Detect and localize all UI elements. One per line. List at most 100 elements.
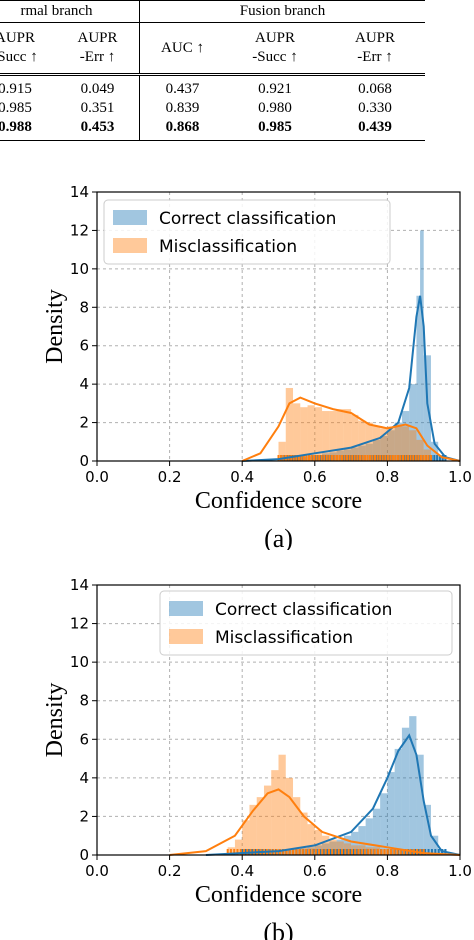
misclass-histogram-bar	[242, 820, 250, 855]
legend-box	[159, 590, 453, 656]
misclass-histogram-bar	[307, 405, 315, 461]
table-cell: 0.068	[325, 73, 425, 99]
misclass-histogram-bar	[336, 841, 344, 855]
misclass-histogram-bar	[365, 847, 373, 855]
table-cell: 0.988	[0, 118, 56, 141]
x-tick-label: 1.0	[448, 468, 472, 486]
group-header-fusion: Fusion branch	[139, 0, 425, 23]
legend-label: Misclassification	[215, 628, 353, 648]
correct-histogram-bar	[329, 452, 337, 461]
correct-histogram-bar	[380, 793, 388, 855]
group-header-normal: rmal branch	[0, 0, 140, 23]
correct-histogram-bar	[351, 831, 359, 855]
correct-histogram-bar	[365, 818, 373, 855]
misclass-histogram-bar	[293, 797, 301, 855]
x-axis-label: Confidence score	[195, 488, 362, 514]
misclass-histogram-bar	[372, 426, 381, 461]
misclass-histogram-bar	[271, 770, 279, 855]
x-tick-label: 0.4	[230, 862, 254, 880]
misclass-histogram-bar	[278, 754, 286, 855]
misclass-kde-line	[241, 396, 461, 462]
table-cell: 0.437	[139, 73, 225, 99]
y-axis-label: Density	[42, 289, 68, 364]
table-row: 0.985 0.351 0.839 0.980 0.330	[0, 99, 425, 118]
misclass-histogram-bar	[293, 403, 301, 461]
table-cell: 0.868	[139, 118, 225, 141]
x-tick-label: 0.8	[375, 862, 399, 880]
legend-swatch	[113, 210, 147, 225]
correct-histogram-bar	[394, 748, 402, 855]
y-tick-label: 12	[70, 615, 89, 633]
misclass-histogram-bar	[336, 409, 344, 461]
table-cell: 0.453	[56, 118, 140, 141]
table-cell: 0.915	[0, 73, 56, 99]
misclass-histogram-bar	[322, 411, 330, 461]
misclass-histogram-bar	[329, 411, 337, 461]
misclass-histogram-bar	[256, 797, 264, 855]
correct-kde-line	[242, 295, 461, 462]
correct-histogram-bar	[387, 430, 395, 461]
correct-histogram-bar	[372, 808, 381, 855]
misclass-histogram-bar	[358, 420, 366, 461]
correct-histogram-bar	[420, 230, 424, 461]
correct-histogram-bar	[394, 422, 402, 461]
misclass-histogram-bar	[285, 777, 294, 855]
table-row: 0.988 0.453 0.868 0.985 0.439	[0, 118, 425, 141]
correct-histogram-bar	[358, 826, 366, 855]
correct-histogram-bar	[271, 851, 279, 855]
legend-label: Correct classification	[215, 600, 392, 620]
y-tick-label: 4	[79, 375, 89, 393]
col-header-aupr-succ-normal: AUPR-Succ ↑	[0, 22, 56, 75]
misclass-histogram-bar	[372, 847, 381, 855]
x-tick-label: 0.8	[375, 468, 399, 486]
misclass-rug	[277, 455, 432, 461]
col-header-aupr-err-fusion: AUPR -Err ↑	[325, 22, 425, 75]
x-tick-label: 1.0	[448, 862, 472, 880]
results-table: rmal branch Fusion branch AUPR-Succ ↑ AU…	[0, 0, 425, 141]
misclass-histogram-bar	[380, 428, 388, 461]
misclass-histogram-bar	[351, 414, 359, 461]
misclass-histogram-bar	[278, 441, 286, 461]
correct-histogram-bar	[372, 439, 381, 461]
misclass-histogram-bar	[329, 839, 337, 855]
col-header-auc-fusion: AUC ↑	[139, 22, 225, 75]
misclass-histogram-bar	[343, 409, 352, 461]
table-cell: 0.985	[225, 118, 325, 141]
col-header-aupr-err-normal: AUPR -Err ↑	[56, 22, 140, 75]
x-tick-label: 0.0	[85, 468, 109, 486]
y-tick-label: 6	[79, 337, 89, 355]
correct-histogram-bar	[343, 835, 352, 855]
misclass-histogram-bar	[234, 839, 243, 855]
correct-histogram-bar	[416, 295, 421, 461]
y-tick-label: 0	[79, 452, 89, 470]
y-axis-label: Density	[42, 683, 68, 758]
x-tick-label: 0.2	[158, 862, 182, 880]
plot-frame	[96, 584, 461, 856]
legend-swatch	[113, 238, 147, 253]
legend-swatch	[169, 601, 203, 616]
plot-frame	[96, 191, 461, 462]
figure-caption: (b)	[263, 918, 293, 940]
correct-histogram-bar	[329, 841, 337, 855]
y-tick-label: 14	[70, 183, 89, 201]
y-tick-label: 4	[79, 769, 89, 787]
table-cell: 0.439	[325, 118, 425, 141]
results-table-wrap: rmal branch Fusion branch AUPR-Succ ↑ AU…	[0, 0, 474, 142]
figure-caption: (a)	[264, 524, 293, 550]
table-row: 0.915 0.049 0.437 0.921 0.068	[0, 73, 425, 99]
table-cell: 0.921	[225, 73, 325, 99]
table-cell: 0.351	[56, 99, 140, 118]
x-tick-label: 0.6	[303, 468, 327, 486]
x-tick-label: 0.2	[158, 468, 182, 486]
table-cell: 0.980	[258, 100, 292, 116]
correct-histogram-bar	[401, 727, 410, 855]
col-header-aupr-succ-fusion: AUPR -Succ ↑	[225, 22, 325, 75]
legend-label: Correct classification	[159, 209, 336, 229]
misclass-histogram-bar	[314, 407, 323, 461]
misclass-histogram-bar	[416, 439, 424, 461]
correct-kde-line	[205, 733, 461, 856]
correct-histogram-bar	[387, 772, 395, 855]
correct-histogram-bar	[423, 804, 431, 855]
misclass-histogram-bar	[307, 824, 315, 855]
correct-histogram-bar	[380, 436, 388, 461]
